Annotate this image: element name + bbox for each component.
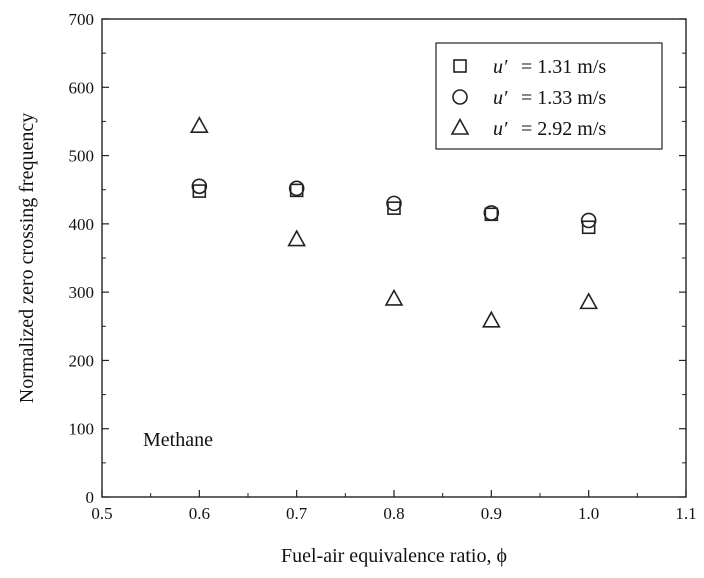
x-axis-title: Fuel-air equivalence ratio, ϕ [281, 545, 507, 567]
data-point-triangle [287, 229, 307, 247]
data-point-triangle [579, 292, 599, 310]
legend-box [435, 42, 663, 150]
x-tick-label: 1.1 [675, 504, 696, 523]
methane-annotation: Methane [143, 429, 213, 451]
data-point-triangle [481, 310, 501, 328]
x-tick-label: 0.5 [91, 504, 112, 523]
data-point-circle [580, 212, 597, 229]
data-point-circle [191, 178, 208, 195]
y-tick-label: 0 [86, 488, 95, 507]
y-tick-label: 400 [69, 215, 95, 234]
legend-symbol: u′ [493, 56, 508, 78]
y-tick-label: 700 [69, 10, 95, 29]
legend-label: = 2.92 m/s [521, 118, 606, 140]
data-point-circle [288, 180, 305, 197]
legend-marker-triangle [450, 117, 470, 135]
y-tick-label: 200 [69, 351, 95, 370]
x-axis-ticks: 0.5 0.6 0.7 0.8 0.9 1.0 1.1 [91, 490, 697, 523]
legend-marker-square [453, 59, 467, 73]
x-tick-label: 0.9 [481, 504, 502, 523]
data-point-triangle [384, 288, 404, 306]
data-point-circle [386, 195, 402, 212]
y-tick-label: 500 [69, 147, 95, 166]
y-axis-title: Normalized zero crossing frequency [16, 113, 38, 403]
y-tick-label: 300 [69, 283, 95, 302]
legend-symbol: u′ [493, 118, 508, 140]
x-tick-label: 0.7 [286, 504, 308, 523]
data-point-circle [483, 205, 500, 221]
legend-marker-circle [452, 89, 468, 105]
y-axis-ticks: 0 100 200 300 400 500 600 700 [69, 10, 686, 507]
legend-label: = 1.33 m/s [521, 87, 606, 109]
legend: u′ = 1.31 m/s u′ = 1.33 m/s u′ = 2.92 m/s [435, 42, 663, 150]
x-tick-label: 0.6 [189, 504, 210, 523]
data-markers [189, 116, 599, 328]
x-tick-label: 1.0 [578, 504, 599, 523]
y-tick-label: 100 [69, 420, 95, 439]
legend-symbol: u′ [493, 87, 508, 109]
x-tick-label: 0.8 [383, 504, 404, 523]
y-tick-label: 600 [69, 78, 95, 97]
legend-label: = 1.31 m/s [521, 56, 606, 78]
data-point-square [581, 220, 596, 235]
data-point-triangle [189, 116, 209, 134]
